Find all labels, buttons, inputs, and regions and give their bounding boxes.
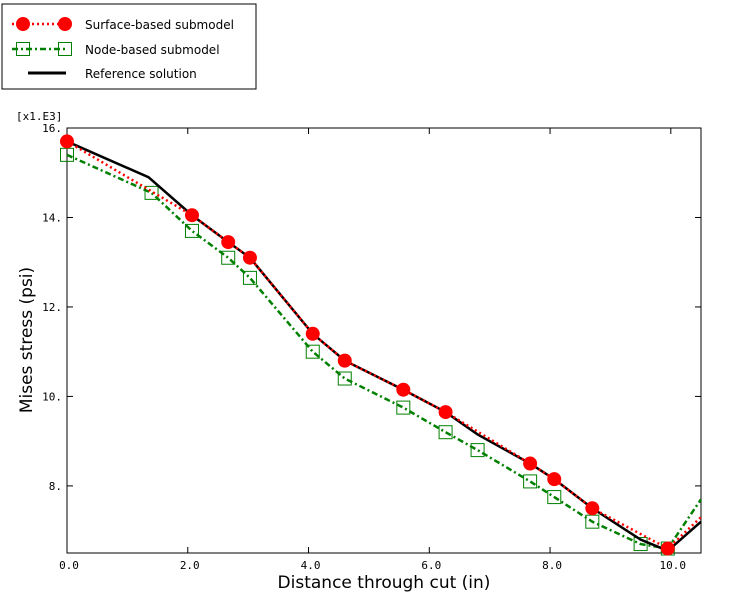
legend-box bbox=[1, 3, 257, 90]
series-1 bbox=[60, 147, 703, 556]
y-tick-label: 14. bbox=[42, 211, 62, 224]
legend-label-1: Node-based submodel bbox=[85, 43, 220, 57]
data-point bbox=[242, 250, 257, 265]
x-tick-label: 4.0 bbox=[301, 559, 321, 572]
data-point bbox=[438, 405, 453, 420]
x-axis-label: Distance through cut (in) bbox=[278, 573, 491, 593]
data-point bbox=[438, 425, 453, 440]
data-point bbox=[60, 134, 74, 149]
x-tick-label: 8.0 bbox=[542, 559, 562, 572]
y-tick-label: 16. bbox=[42, 122, 62, 135]
y-tick-label: 10. bbox=[42, 390, 62, 403]
y-multiplier-label: [x1.E3] bbox=[16, 110, 62, 123]
data-point bbox=[547, 472, 562, 487]
data-point bbox=[184, 223, 199, 238]
series-line bbox=[66, 140, 702, 551]
y-tick-label: 12. bbox=[42, 301, 62, 314]
data-point bbox=[184, 208, 199, 223]
x-tick-label: 10.0 bbox=[660, 559, 687, 572]
y-tick-label: 8. bbox=[49, 480, 62, 493]
data-point bbox=[337, 353, 352, 368]
data-point bbox=[144, 185, 159, 200]
data-point bbox=[470, 443, 485, 458]
legend-swatch-marker bbox=[58, 17, 72, 31]
data-point bbox=[633, 537, 648, 552]
data-point bbox=[523, 456, 538, 471]
data-point bbox=[221, 250, 236, 265]
legend-swatch-marker bbox=[58, 42, 72, 56]
plot-frame bbox=[66, 127, 702, 554]
legend-swatch-marker bbox=[16, 17, 30, 31]
x-tick-label: 2.0 bbox=[180, 559, 200, 572]
legend-label-2: Reference solution bbox=[85, 67, 197, 81]
data-point bbox=[221, 235, 236, 250]
series-line bbox=[66, 153, 703, 550]
data-point bbox=[396, 382, 411, 397]
data-point bbox=[396, 400, 411, 415]
data-point bbox=[660, 541, 675, 556]
data-point bbox=[547, 490, 562, 505]
x-tick-label: 0.0 bbox=[59, 559, 79, 572]
data-point bbox=[585, 501, 600, 516]
series-0 bbox=[60, 134, 702, 556]
legend-swatch-marker bbox=[16, 42, 30, 56]
legend: Surface-based submodel Node-based submod… bbox=[1, 3, 257, 90]
data-point bbox=[242, 270, 257, 285]
legend-label-0: Surface-based submodel bbox=[85, 18, 234, 32]
data-point bbox=[305, 344, 320, 359]
x-tick-label: 6.0 bbox=[421, 559, 441, 572]
data-point bbox=[523, 474, 538, 489]
data-point bbox=[305, 326, 320, 341]
y-axis-label: Mises stress (psi) bbox=[17, 267, 37, 413]
data-point bbox=[337, 371, 352, 386]
